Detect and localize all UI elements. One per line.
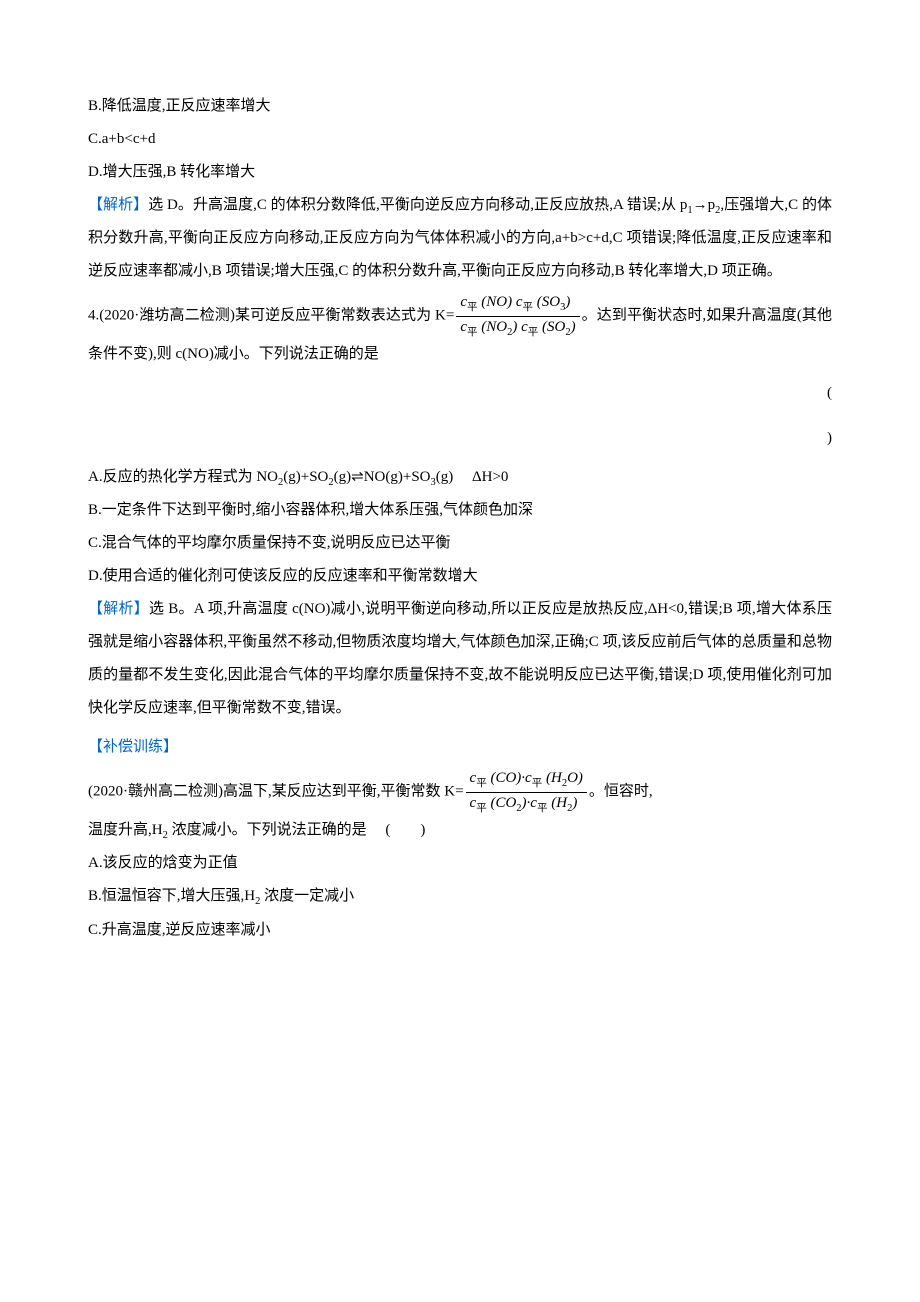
supplementary-label: 【补偿训练】 bbox=[88, 731, 832, 764]
supp-stem-b: 。恒容时, bbox=[589, 784, 653, 800]
q4-stem-a: 4.(2020·潍坊高二检测)某可逆反应平衡常数表达式为 K= bbox=[88, 308, 454, 324]
supp-stem-a: (2020·赣州高二检测)高温下,某反应达到平衡,平衡常数 K= bbox=[88, 784, 464, 800]
formula-numerator: c平 (CO)·c平 (H2O) bbox=[466, 770, 587, 792]
q3-option-d: D.增大压强,B 转化率增大 bbox=[88, 156, 832, 189]
q4-option-a: A.反应的热化学方程式为 NO2(g)+SO2(g)⇌NO(g)+SO3(g) … bbox=[88, 461, 832, 494]
analysis-label: 【解析】 bbox=[88, 601, 149, 617]
formula-denominator: c平 (CO2)·c平 (H2) bbox=[466, 792, 587, 815]
supp-stem-line2: 温度升高,H2 浓度减小。下列说法正确的是 ( ) bbox=[88, 814, 832, 847]
formula-numerator: c平 (NO) c平 (SO3) bbox=[456, 294, 579, 316]
q4-stem: 4.(2020·潍坊高二检测)某可逆反应平衡常数表达式为 K= c平 (NO) … bbox=[88, 294, 832, 371]
opt-a-part: (g) ΔH>0 bbox=[436, 469, 509, 485]
equilibrium-arrow-icon: ⇌ bbox=[351, 469, 364, 485]
opt-a-part: (g) bbox=[334, 469, 352, 485]
q3-analysis: 【解析】选 D。升高温度,C 的体积分数降低,平衡向逆反应方向移动,正反应放热,… bbox=[88, 189, 832, 288]
supp-stem: (2020·赣州高二检测)高温下,某反应达到平衡,平衡常数 K= c平 (CO)… bbox=[88, 770, 832, 814]
supp-stem-c-a: 温度升高,H bbox=[88, 822, 163, 838]
supp-optB-a: B.恒温恒容下,增大压强,H bbox=[88, 888, 255, 904]
q3-analysis-text-2a: →p bbox=[693, 197, 716, 213]
q4-analysis-body: 选 B。A 项,升高温度 c(NO)减小,说明平衡逆向移动,所以正反应是放热反应… bbox=[88, 601, 832, 716]
opt-a-part: A.反应的热化学方程式为 NO bbox=[88, 469, 278, 485]
blank-paren-close: ) bbox=[88, 416, 832, 461]
q3-option-b: B.降低温度,正反应速率增大 bbox=[88, 90, 832, 123]
blank-paren-open: ( bbox=[88, 371, 832, 416]
analysis-label: 【解析】 bbox=[88, 197, 148, 213]
supp-option-c: C.升高温度,逆反应速率减小 bbox=[88, 914, 832, 947]
supp-option-a: A.该反应的焓变为正值 bbox=[88, 847, 832, 880]
q3-analysis-text-1: 选 D。升高温度,C 的体积分数降低,平衡向逆反应方向移动,正反应放热,A 错误… bbox=[148, 197, 687, 213]
q4-analysis: 【解析】选 B。A 项,升高温度 c(NO)减小,说明平衡逆向移动,所以正反应是… bbox=[88, 593, 832, 725]
equilibrium-constant-formula-2: c平 (CO)·c平 (H2O) c平 (CO2)·c平 (H2) bbox=[466, 770, 587, 814]
formula-denominator: c平 (NO2) c平 (SO2) bbox=[456, 316, 579, 339]
equilibrium-constant-formula: c平 (NO) c平 (SO3) c平 (NO2) c平 (SO2) bbox=[456, 294, 579, 338]
supp-stem-c-b: 浓度减小。下列说法正确的是 ( ) bbox=[168, 822, 426, 838]
q4-option-c: C.混合气体的平均摩尔质量保持不变,说明反应已达平衡 bbox=[88, 527, 832, 560]
q4-option-d: D.使用合适的催化剂可使该反应的反应速率和平衡常数增大 bbox=[88, 560, 832, 593]
q4-option-b: B.一定条件下达到平衡时,缩小容器体积,增大体系压强,气体颜色加深 bbox=[88, 494, 832, 527]
opt-a-part: (g)+SO bbox=[283, 469, 328, 485]
supp-option-b: B.恒温恒容下,增大压强,H2 浓度一定减小 bbox=[88, 880, 832, 913]
q3-option-c: C.a+b<c+d bbox=[88, 123, 832, 156]
opt-a-part: NO(g)+SO bbox=[364, 469, 431, 485]
supp-optB-b: 浓度一定减小 bbox=[260, 888, 354, 904]
